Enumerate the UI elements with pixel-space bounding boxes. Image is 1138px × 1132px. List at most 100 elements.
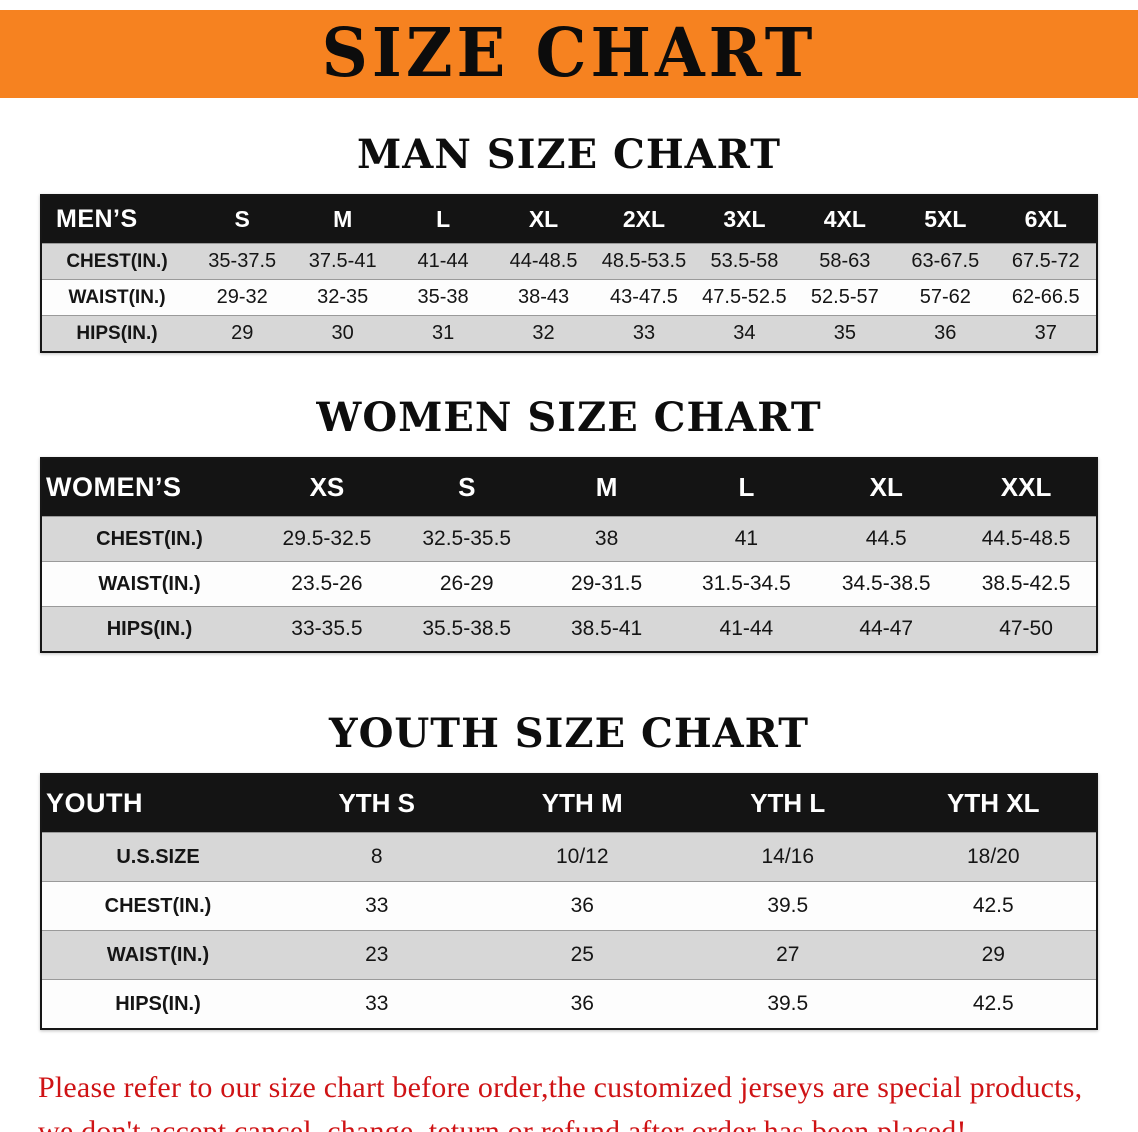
size-value: 10/12 [555,845,609,868]
size-value: 35.5-38.5 [422,617,512,640]
table-row: CHEST(IN.) 35-37.5 37.5-41 41-44 44-48.5 48.5… [42,243,1096,280]
size-value: 34 [733,322,756,344]
column-header: 5XL [895,196,996,244]
men-section-heading: MAN SIZE CHART [357,131,781,178]
column-header: XXL [956,459,1096,517]
size-value: 44.5-48.5 [981,527,1071,550]
size-value: 27 [776,943,800,966]
column-header: M [536,459,677,517]
youth-size-section: YOUTH SIZE CHART YOUTH YTH S YTH M YTH L YTH… [0,711,1138,1030]
column-header: 3XL [694,196,795,244]
youth-section-heading: YOUTH SIZE CHART [329,710,809,757]
table-title-cell: MEN’S [42,196,192,244]
table-row: WAIST(IN.) 23 25 27 29 [42,930,1096,980]
size-value: 39.5 [767,992,809,1015]
size-value: 32 [532,322,555,344]
footer-note: Please refer to our size chart before or… [38,1066,1102,1132]
table-row: U.S.SIZE 8 10/12 14/16 18/20 [42,832,1096,882]
table-row: HIPS(IN.) 33-35.5 35.5-38.5 38.5-41 41-44 44-… [42,606,1096,651]
size-value: 29-32 [216,286,268,308]
size-value: 58-63 [819,250,871,272]
header-row: WOMEN’S XS S M L XL XXL [42,459,1096,517]
size-value: 31 [431,322,455,344]
size-value: 62-66.5 [1011,286,1080,308]
column-header: S [192,196,293,244]
size-value: 44.5 [865,527,907,550]
size-value: 57-62 [919,286,971,308]
size-value: 18/20 [966,845,1020,868]
row-label: U.S.SIZE [116,845,200,868]
women-section-heading: WOMEN SIZE CHART [316,394,822,441]
size-value: 38.5-42.5 [981,572,1071,595]
table-row: WAIST(IN.) 29-32 32-35 35-38 38-43 43-47.5 47.… [42,279,1096,316]
size-value: 32.5-35.5 [422,527,512,550]
size-value: 37.5-41 [308,250,377,272]
size-value: 29-31.5 [570,572,643,595]
size-value: 36 [934,322,957,344]
men-size-table-grid: MEN’S S M L XL 2XL 3XL 4XL 5XL 6XL CHEST(IN.) 35-37… [42,196,1096,351]
size-value: 31.5-34.5 [702,572,791,595]
size-value: 44-47 [859,617,914,640]
column-header: YTH L [685,775,891,833]
size-value: 36 [570,894,594,917]
size-value: 37 [1034,322,1057,344]
size-value: 53.5-58 [710,250,779,272]
men-size-section: MAN SIZE CHART MEN’S S M L XL 2XL 3XL 4XL 5XL 6XL… [0,132,1138,353]
column-header: M [292,196,393,244]
row-label: HIPS(IN.) [115,992,201,1015]
size-value: 38 [594,527,619,550]
header-row: MEN’S S M L XL 2XL 3XL 4XL 5XL 6XL [42,196,1096,244]
column-header: YTH S [274,775,480,833]
column-header: 4XL [794,196,896,244]
size-value: 35-37.5 [208,250,277,272]
column-header: 2XL [593,196,695,244]
size-value: 29.5-32.5 [282,527,372,550]
size-value: 63-67.5 [911,250,980,272]
footer-note-line1: Please refer to our size chart before or… [38,1071,1083,1104]
size-value: 35-38 [417,286,469,308]
size-value: 41 [734,527,759,550]
table-row: HIPS(IN.) 29 30 31 32 33 34 35 36 37 [42,315,1096,351]
men-size-table: MEN’S S M L XL 2XL 3XL 4XL 5XL 6XL CHEST(IN.) 35-37… [40,194,1098,353]
size-value: 23.5-26 [291,572,363,595]
size-value: 23 [365,943,389,966]
size-value: 32-35 [317,286,369,308]
row-label: WAIST(IN.) [106,943,210,966]
size-value: 41-44 [719,617,774,640]
size-value: 41-44 [417,250,469,272]
size-value: 47-50 [999,617,1053,640]
size-value: 14/16 [761,845,815,868]
table-row: WAIST(IN.) 23.5-26 26-29 29-31.5 31.5-34.5 34… [42,561,1096,607]
size-value: 38-43 [517,286,570,308]
row-label: HIPS(IN.) [76,322,158,344]
size-value: 33 [365,992,389,1015]
row-label: CHEST(IN.) [66,250,168,272]
size-value: 39.5 [767,894,809,917]
size-value: 52.5-57 [810,286,879,308]
youth-size-table: YOUTH YTH S YTH M YTH L YTH XL U.S.SIZE 8 10/12… [40,773,1098,1030]
size-value: 43-47.5 [610,286,678,308]
header-row: YOUTH YTH S YTH M YTH L YTH XL [42,775,1096,833]
size-value: 36 [570,992,594,1015]
size-value: 33 [365,894,389,917]
row-label: WAIST(IN.) [68,286,166,308]
size-value: 44-48.5 [509,250,578,272]
size-value: 42.5 [972,992,1014,1015]
size-value: 33 [632,322,656,344]
column-header: L [676,459,817,517]
size-value: 29 [231,322,254,344]
banner-title: SIZE CHART [321,14,817,93]
size-value: 47.5-52.5 [702,286,787,308]
youth-size-table-grid: YOUTH YTH S YTH M YTH L YTH XL U.S.SIZE 8 10/12… [42,775,1096,1028]
column-header: YTH XL [890,775,1096,833]
size-value: 35 [833,322,856,344]
table-title-cell: WOMEN’S [42,459,257,517]
row-label: HIPS(IN.) [106,617,193,640]
size-value: 38.5-41 [570,617,643,640]
table-row: HIPS(IN.) 33 36 39.5 42.5 [42,979,1096,1028]
size-value: 26-29 [439,572,494,595]
size-value: 48.5-53.5 [601,250,687,272]
women-size-table: WOMEN’S XS S M L XL XXL CHEST(IN.) 29.5-32.5 32.5… [40,457,1098,653]
size-value: 34.5-38.5 [841,572,931,595]
column-header: XL [493,196,594,244]
